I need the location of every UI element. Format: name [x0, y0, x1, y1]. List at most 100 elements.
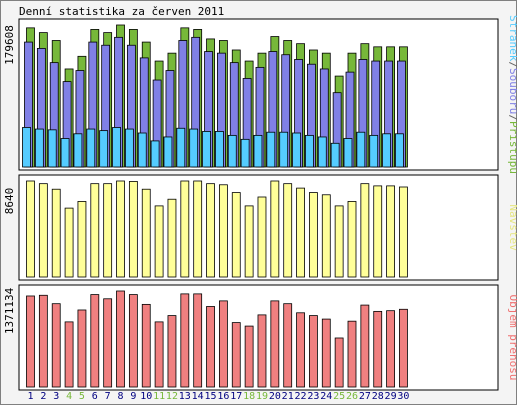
bar-stranek — [343, 138, 353, 168]
legend-part: Objem přenosu — [507, 294, 517, 380]
day-label: 14 — [192, 391, 204, 402]
bar-navstev — [154, 205, 164, 278]
series-legend-label: Návštěv — [507, 204, 517, 251]
bar-stranek — [382, 133, 391, 168]
bar-navstev — [51, 188, 61, 278]
chart-title: Denní statistika za červen 2011 — [19, 5, 224, 18]
bar-stranek — [150, 140, 160, 168]
bar-objem — [218, 300, 228, 388]
bar-objem — [399, 308, 408, 388]
day-label: 4 — [66, 391, 72, 402]
bar-objem — [38, 294, 48, 388]
bar-navstev — [90, 183, 100, 278]
bar-stranek — [202, 131, 211, 168]
bar-navstev — [77, 201, 87, 278]
bar-objem — [193, 293, 203, 388]
bar-navstev — [347, 201, 357, 278]
bar-navstev — [116, 180, 125, 278]
legend-part: Přístupů — [507, 121, 517, 174]
panel-2: 8640 Návštěv — [3, 174, 517, 281]
y-max-label: 8640 — [3, 188, 16, 215]
bar-objem — [321, 318, 331, 388]
day-label: 23 — [307, 391, 319, 402]
bar-stranek — [330, 142, 340, 168]
day-label: 30 — [397, 391, 409, 402]
bar-stranek — [86, 128, 96, 168]
bar-objem — [309, 315, 318, 388]
bar-navstev — [193, 180, 203, 278]
legend-part: Stránek — [507, 15, 517, 62]
bar-objem — [373, 310, 383, 388]
day-label: 20 — [269, 391, 281, 402]
bar-objem — [347, 320, 357, 388]
bar-stranek — [99, 130, 109, 168]
bar-objem — [103, 298, 113, 388]
panel-3: 1371134 Objem přenosu — [3, 284, 517, 391]
bar-objem — [360, 304, 370, 388]
bar-objem — [154, 321, 164, 388]
bar-stranek — [124, 128, 134, 168]
bar-objem — [231, 322, 241, 388]
bar-navstev — [373, 185, 383, 278]
bar-objem — [257, 314, 267, 388]
day-label: 5 — [79, 391, 85, 402]
bar-objem — [90, 294, 100, 388]
day-label: 28 — [372, 391, 384, 402]
bar-objem — [141, 303, 151, 388]
bar-navstev — [399, 186, 408, 278]
bar-navstev — [309, 192, 318, 278]
bar-stranek — [189, 128, 199, 168]
bar-stranek — [279, 131, 289, 168]
day-label: 8 — [118, 391, 124, 402]
bar-navstev — [321, 194, 331, 278]
bar-navstev — [206, 183, 215, 278]
bar-stranek — [395, 133, 404, 168]
day-label: 3 — [53, 391, 59, 402]
bar-objem — [64, 321, 74, 388]
bar-stranek — [369, 134, 379, 168]
bar-navstev — [103, 183, 113, 278]
bar-objem — [270, 300, 280, 388]
bar-stranek — [266, 131, 276, 168]
bar-objem — [334, 337, 344, 388]
bar-stranek — [317, 136, 327, 168]
chart-panels: 179608Stránek/Souborů/Přístupů8640Návště… — [3, 15, 517, 391]
day-label: 9 — [130, 391, 136, 402]
bar-navstev — [244, 205, 254, 278]
bar-navstev — [180, 180, 190, 278]
bar-objem — [244, 325, 254, 388]
day-label: 27 — [359, 391, 371, 402]
bar-stranek — [137, 132, 147, 168]
day-label: 29 — [385, 391, 397, 402]
bar-stranek — [227, 134, 237, 168]
bar-objem — [116, 290, 125, 388]
day-label: 2 — [40, 391, 46, 402]
legend-part: Souborů — [507, 68, 517, 114]
day-label: 25 — [333, 391, 345, 402]
bar-navstev — [334, 205, 344, 278]
day-label: 15 — [205, 391, 217, 402]
bar-objem — [26, 295, 35, 388]
bar-stranek — [214, 131, 224, 168]
y-max-label: 179608 — [3, 25, 16, 65]
bar-stranek — [34, 128, 44, 168]
bar-navstev — [141, 188, 151, 278]
bar-objem — [296, 312, 305, 388]
x-axis-day-labels: 1 2 3 4 5 6 7 8 9 10 11 12 13 14 15 16 17 18 19 20 21 22 23 24 2… — [27, 391, 409, 402]
day-label: 7 — [105, 391, 111, 402]
bar-objem — [386, 310, 395, 388]
bar-navstev — [64, 207, 74, 278]
series-legend-label: Stránek/Souborů/Přístupů — [507, 15, 517, 174]
legend-part: / — [507, 61, 517, 68]
day-label: 16 — [217, 391, 229, 402]
bar-navstev — [386, 185, 395, 278]
day-label: 11 — [153, 391, 165, 402]
legend-part: Návštěv — [507, 204, 517, 251]
bar-stranek — [163, 136, 173, 168]
bar-stranek — [47, 129, 57, 168]
day-label: 1 — [27, 391, 33, 402]
day-label: 26 — [346, 391, 358, 402]
day-label: 6 — [92, 391, 98, 402]
